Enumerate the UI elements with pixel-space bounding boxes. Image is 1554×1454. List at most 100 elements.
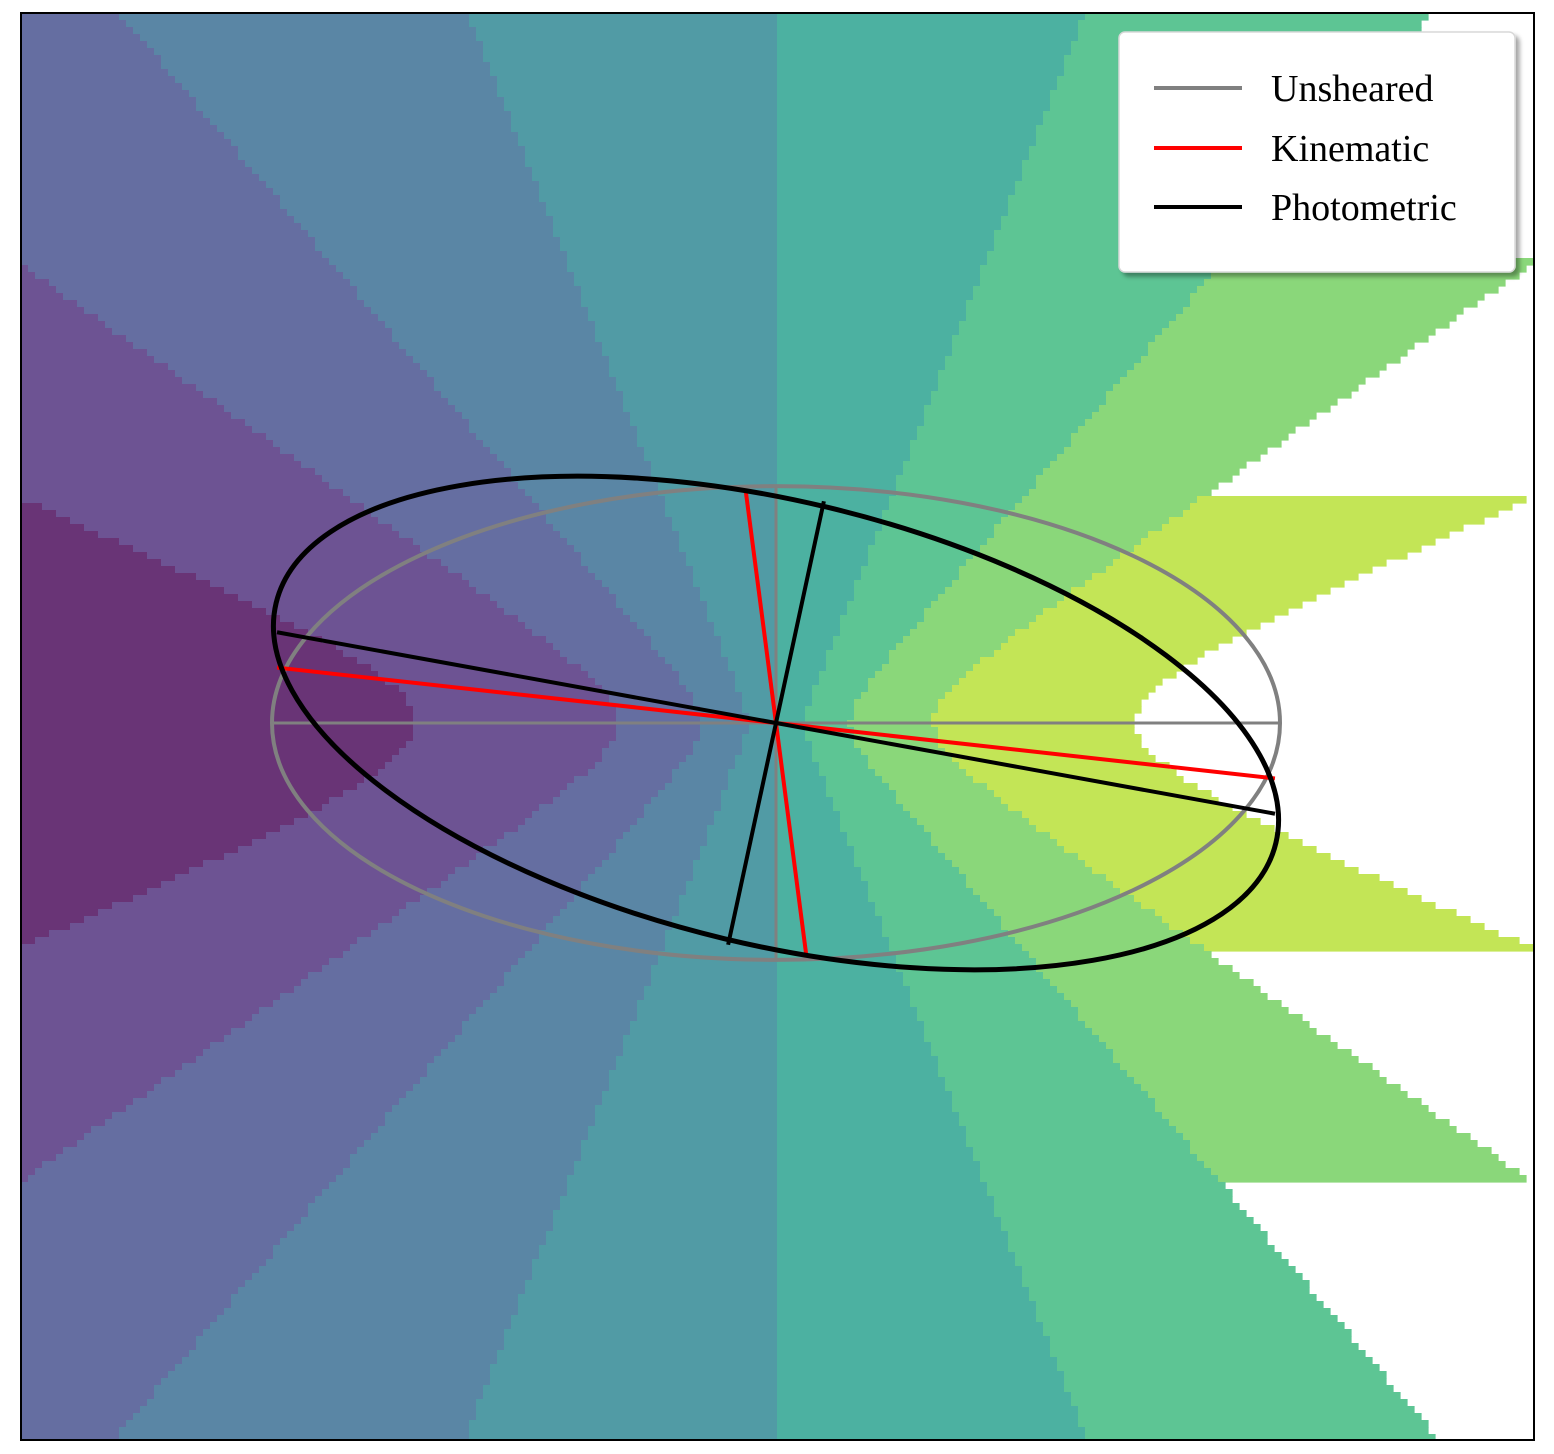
contour-band-cell [714,818,778,826]
contour-band-cell [658,650,722,658]
contour-band-cell [875,909,995,917]
contour-band-cell [21,608,267,616]
contour-band-cell [777,489,897,497]
contour-band-cell [231,139,519,147]
contour-band-cell [469,1014,638,1022]
contour-band-cell [1183,510,1499,518]
contour-band-cell [343,650,561,658]
contour-band-cell [574,545,680,553]
contour-band-cell [777,216,1002,224]
contour-band-cell [602,860,694,868]
contour-band-cell [1204,279,1506,287]
contour-band-cell [777,1294,1030,1302]
contour-band-cell [959,1119,1170,1127]
contour-band-cell [1043,468,1240,476]
contour-band-cell [112,328,393,336]
contour-band-cell [42,1161,351,1169]
contour-band-cell [854,860,953,868]
contour-band-cell [476,1007,638,1015]
contour-band-cell [616,384,778,392]
contour-band-cell [497,839,617,847]
contour-band-cell [721,790,778,798]
contour-band-cell [812,755,869,763]
contour-band-cell [777,230,995,238]
contour-band-cell [777,895,869,903]
contour-band-cell [21,972,309,980]
contour-band-cell [357,657,568,665]
contour-band-cell [1043,1329,1352,1337]
contour-band-cell [672,923,778,931]
contour-band-cell [406,699,610,707]
contour-band-cell [861,867,960,875]
contour-band-cell [777,209,1009,217]
contour-band-cell [910,993,1065,1001]
contour-band-cell [1050,1343,1359,1351]
contour-band-cell [1120,377,1366,385]
contour-band-cell [21,720,414,728]
contour-band-cell [1162,524,1464,532]
contour-band-cell [441,391,624,399]
contour-band-cell [539,195,778,203]
contour-band-cell [693,748,743,756]
contour-band-cell [567,1189,778,1197]
contour-band-cell [21,496,351,504]
contour-band-cell [777,1315,1037,1323]
contour-band-cell [777,1245,1009,1253]
contour-band-cell [21,1014,253,1022]
contour-band-cell [777,552,869,560]
contour-band-cell [497,76,778,84]
contour-band-cell [413,713,617,721]
contour-band-cell [952,860,1086,868]
contour-band-cell [777,62,1065,70]
contour-band-cell [868,552,974,560]
contour-band-cell [511,111,778,119]
contour-band-cell [994,531,1149,539]
contour-band-cell [21,545,134,553]
contour-band-cell [63,1147,358,1155]
contour-band-cell [476,1406,778,1414]
contour-band-cell [476,433,638,441]
contour-band-cell [1022,944,1205,952]
contour-band-cell [56,510,372,518]
contour-band-cell [77,1140,365,1148]
contour-band-cell [21,748,400,756]
contour-band-cell [658,958,778,966]
contour-band-cell [21,1329,204,1337]
contour-band-cell [532,1259,778,1267]
velocity-contour-field [21,13,1534,1440]
contour-band-cell [112,1112,386,1120]
contour-band-cell [854,594,939,602]
contour-band-cell [210,1042,449,1050]
contour-band-cell [819,762,869,770]
contour-band-cell [357,1147,582,1155]
contour-band-cell [1050,1350,1366,1358]
contour-band-cell [1113,559,1387,567]
contour-band-cell [693,860,778,868]
contour-band-cell [686,552,778,560]
contour-band-cell [175,1070,428,1078]
contour-band-cell [21,1126,92,1134]
contour-band-cell [385,1119,596,1127]
contour-band-cell [777,1252,1016,1260]
contour-band-cell [21,636,323,644]
contour-band-cell [21,461,302,469]
contour-band-cell [294,454,498,462]
contour-band-cell [21,678,386,686]
contour-band-cell [777,496,890,504]
contour-band-cell [196,104,505,112]
contour-band-cell [273,1000,484,1008]
contour-band-cell [21,776,365,784]
contour-band-cell [994,524,1163,532]
contour-band-cell [49,930,372,938]
contour-band-cell [399,1098,603,1106]
contour-band-cell [133,27,477,35]
contour-band-cell [777,76,1058,84]
contour-band-cell [1050,832,1289,840]
contour-band-cell [980,272,1212,280]
contour-band-cell [777,475,897,483]
contour-band-cell [861,692,946,700]
contour-band-cell [980,1161,1205,1169]
contour-band-cell [777,832,848,840]
contour-band-cell [1148,349,1408,357]
contour-band-cell [777,69,1065,77]
